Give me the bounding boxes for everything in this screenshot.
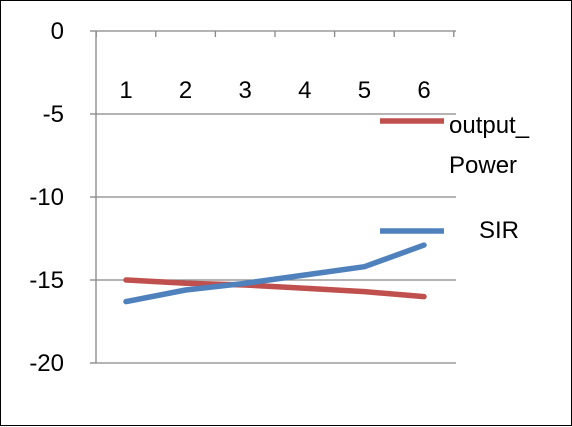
legend-label: output_ (449, 112, 530, 139)
legend: output_ Power SIR (380, 112, 530, 244)
x-tick-label: 2 (179, 77, 192, 104)
legend-label: SIR (479, 217, 519, 244)
y-tick-label: -5 (43, 101, 64, 128)
x-tick-label: 1 (119, 77, 132, 104)
y-tick-label: 0 (51, 18, 64, 45)
y-tick-label: -10 (29, 184, 64, 211)
x-tick-label: 4 (298, 77, 311, 104)
y-tick-label: -15 (29, 267, 64, 294)
series-lines (126, 245, 424, 302)
x-tick-labels: 1 2 3 4 5 6 (119, 77, 430, 104)
x-tick-label: 3 (239, 77, 252, 104)
y-tick-label: -20 (29, 350, 64, 377)
gridlines (96, 114, 456, 363)
x-tick-label: 6 (417, 77, 430, 104)
legend-label: Power (449, 152, 517, 179)
y-tick-labels: 0 -5 -10 -15 -20 (29, 18, 64, 377)
x-tick-label: 5 (358, 77, 371, 104)
